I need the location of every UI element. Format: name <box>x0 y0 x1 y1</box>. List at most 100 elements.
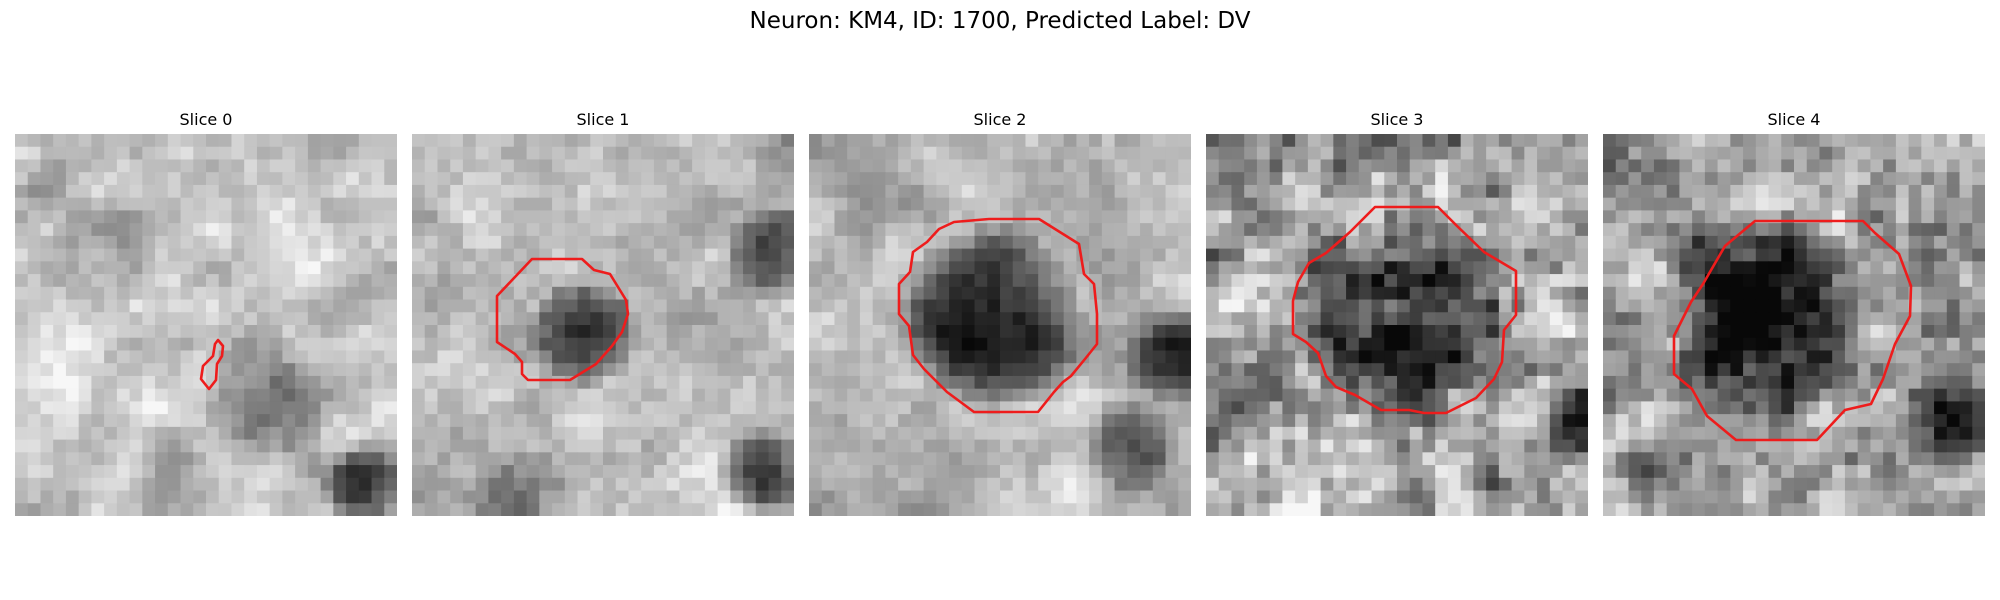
image-pixel <box>781 159 794 173</box>
image-pixel <box>462 465 477 479</box>
image-pixel <box>320 426 334 441</box>
image-pixel <box>333 401 347 415</box>
image-pixel <box>1628 197 1642 211</box>
image-pixel <box>859 286 874 301</box>
image-pixel <box>872 426 886 441</box>
image-pixel <box>424 159 439 173</box>
image-pixel <box>412 261 426 275</box>
image-pixel <box>307 401 322 415</box>
image-pixel <box>1603 325 1617 339</box>
image-pixel <box>872 477 886 492</box>
image-pixel <box>412 286 426 301</box>
image-pixel <box>1371 210 1385 224</box>
image-pixel <box>282 274 296 288</box>
image-pixel <box>167 465 182 479</box>
image-pixel <box>1165 477 1179 492</box>
image-pixel <box>1101 439 1116 453</box>
image-pixel <box>704 325 719 339</box>
image-pixel <box>961 452 976 466</box>
image-pixel <box>1549 452 1564 466</box>
image-pixel <box>1679 134 1693 148</box>
image-pixel <box>1857 452 1871 466</box>
image-pixel <box>809 159 823 173</box>
image-pixel <box>142 465 156 479</box>
image-pixel <box>104 286 118 301</box>
image-pixel <box>755 210 770 224</box>
image-pixel <box>1498 159 1513 173</box>
image-pixel <box>1524 235 1538 250</box>
image-pixel <box>346 401 360 415</box>
image-pixel <box>1447 312 1462 326</box>
image-pixel <box>1562 146 1576 161</box>
image-pixel <box>1320 465 1334 479</box>
image-pixel <box>193 490 207 504</box>
image-pixel <box>1218 197 1233 211</box>
image-pixel <box>577 197 591 211</box>
image-pixel <box>1384 363 1398 377</box>
image-pixel <box>1384 350 1398 364</box>
image-pixel <box>437 223 451 237</box>
image-pixel <box>1844 414 1859 428</box>
image-pixel <box>1307 223 1322 237</box>
image-pixel <box>462 223 477 237</box>
image-pixel <box>1140 490 1154 504</box>
image-pixel <box>1295 172 1309 186</box>
image-pixel <box>1206 375 1220 390</box>
image-pixel <box>1832 490 1846 504</box>
image-pixel <box>1511 286 1525 301</box>
image-pixel <box>27 325 42 339</box>
image-pixel <box>923 503 937 516</box>
image-pixel <box>15 363 29 377</box>
image-pixel <box>1320 401 1334 415</box>
image-pixel <box>1743 414 1757 428</box>
image-pixel <box>898 210 912 224</box>
image-pixel <box>1486 452 1500 466</box>
image-pixel <box>590 452 604 466</box>
image-pixel <box>1730 503 1744 516</box>
image-pixel <box>1409 312 1424 326</box>
image-pixel <box>295 248 309 262</box>
image-pixel <box>40 401 54 415</box>
image-pixel <box>1165 299 1179 313</box>
image-pixel <box>78 452 92 466</box>
image-pixel <box>1269 477 1283 492</box>
image-pixel <box>717 235 731 250</box>
image-pixel <box>834 375 848 390</box>
image-pixel <box>1447 439 1462 453</box>
image-pixel <box>1012 325 1027 339</box>
image-pixel <box>1959 325 1973 339</box>
image-pixel <box>1549 235 1564 250</box>
image-pixel <box>1333 401 1347 415</box>
image-pixel <box>974 363 988 377</box>
image-pixel <box>1114 248 1128 262</box>
image-pixel <box>809 337 823 352</box>
image-pixel <box>346 184 360 199</box>
image-pixel <box>501 490 515 504</box>
image-pixel <box>1641 248 1655 262</box>
image-pixel <box>1101 325 1116 339</box>
image-pixel <box>1140 439 1154 453</box>
image-pixel <box>1371 503 1385 516</box>
image-pixel <box>949 477 963 492</box>
image-pixel <box>615 159 630 173</box>
image-pixel <box>704 465 719 479</box>
image-pixel <box>910 299 925 313</box>
image-pixel <box>27 465 42 479</box>
image-pixel <box>1422 503 1436 516</box>
image-pixel <box>1384 465 1398 479</box>
image-pixel <box>1562 426 1576 441</box>
image-pixel <box>898 248 912 262</box>
image-pixel <box>501 363 515 377</box>
image-pixel <box>1256 503 1271 516</box>
image-pixel <box>717 439 731 453</box>
neuron-contour <box>897 217 1099 414</box>
image-pixel <box>885 146 899 161</box>
image-pixel <box>155 210 169 224</box>
image-pixel <box>1743 490 1757 504</box>
image-pixel <box>1653 363 1668 377</box>
image-pixel <box>564 363 579 377</box>
image-pixel <box>949 261 963 275</box>
image-pixel <box>872 465 886 479</box>
image-pixel <box>666 465 680 479</box>
image-pixel <box>641 248 655 262</box>
